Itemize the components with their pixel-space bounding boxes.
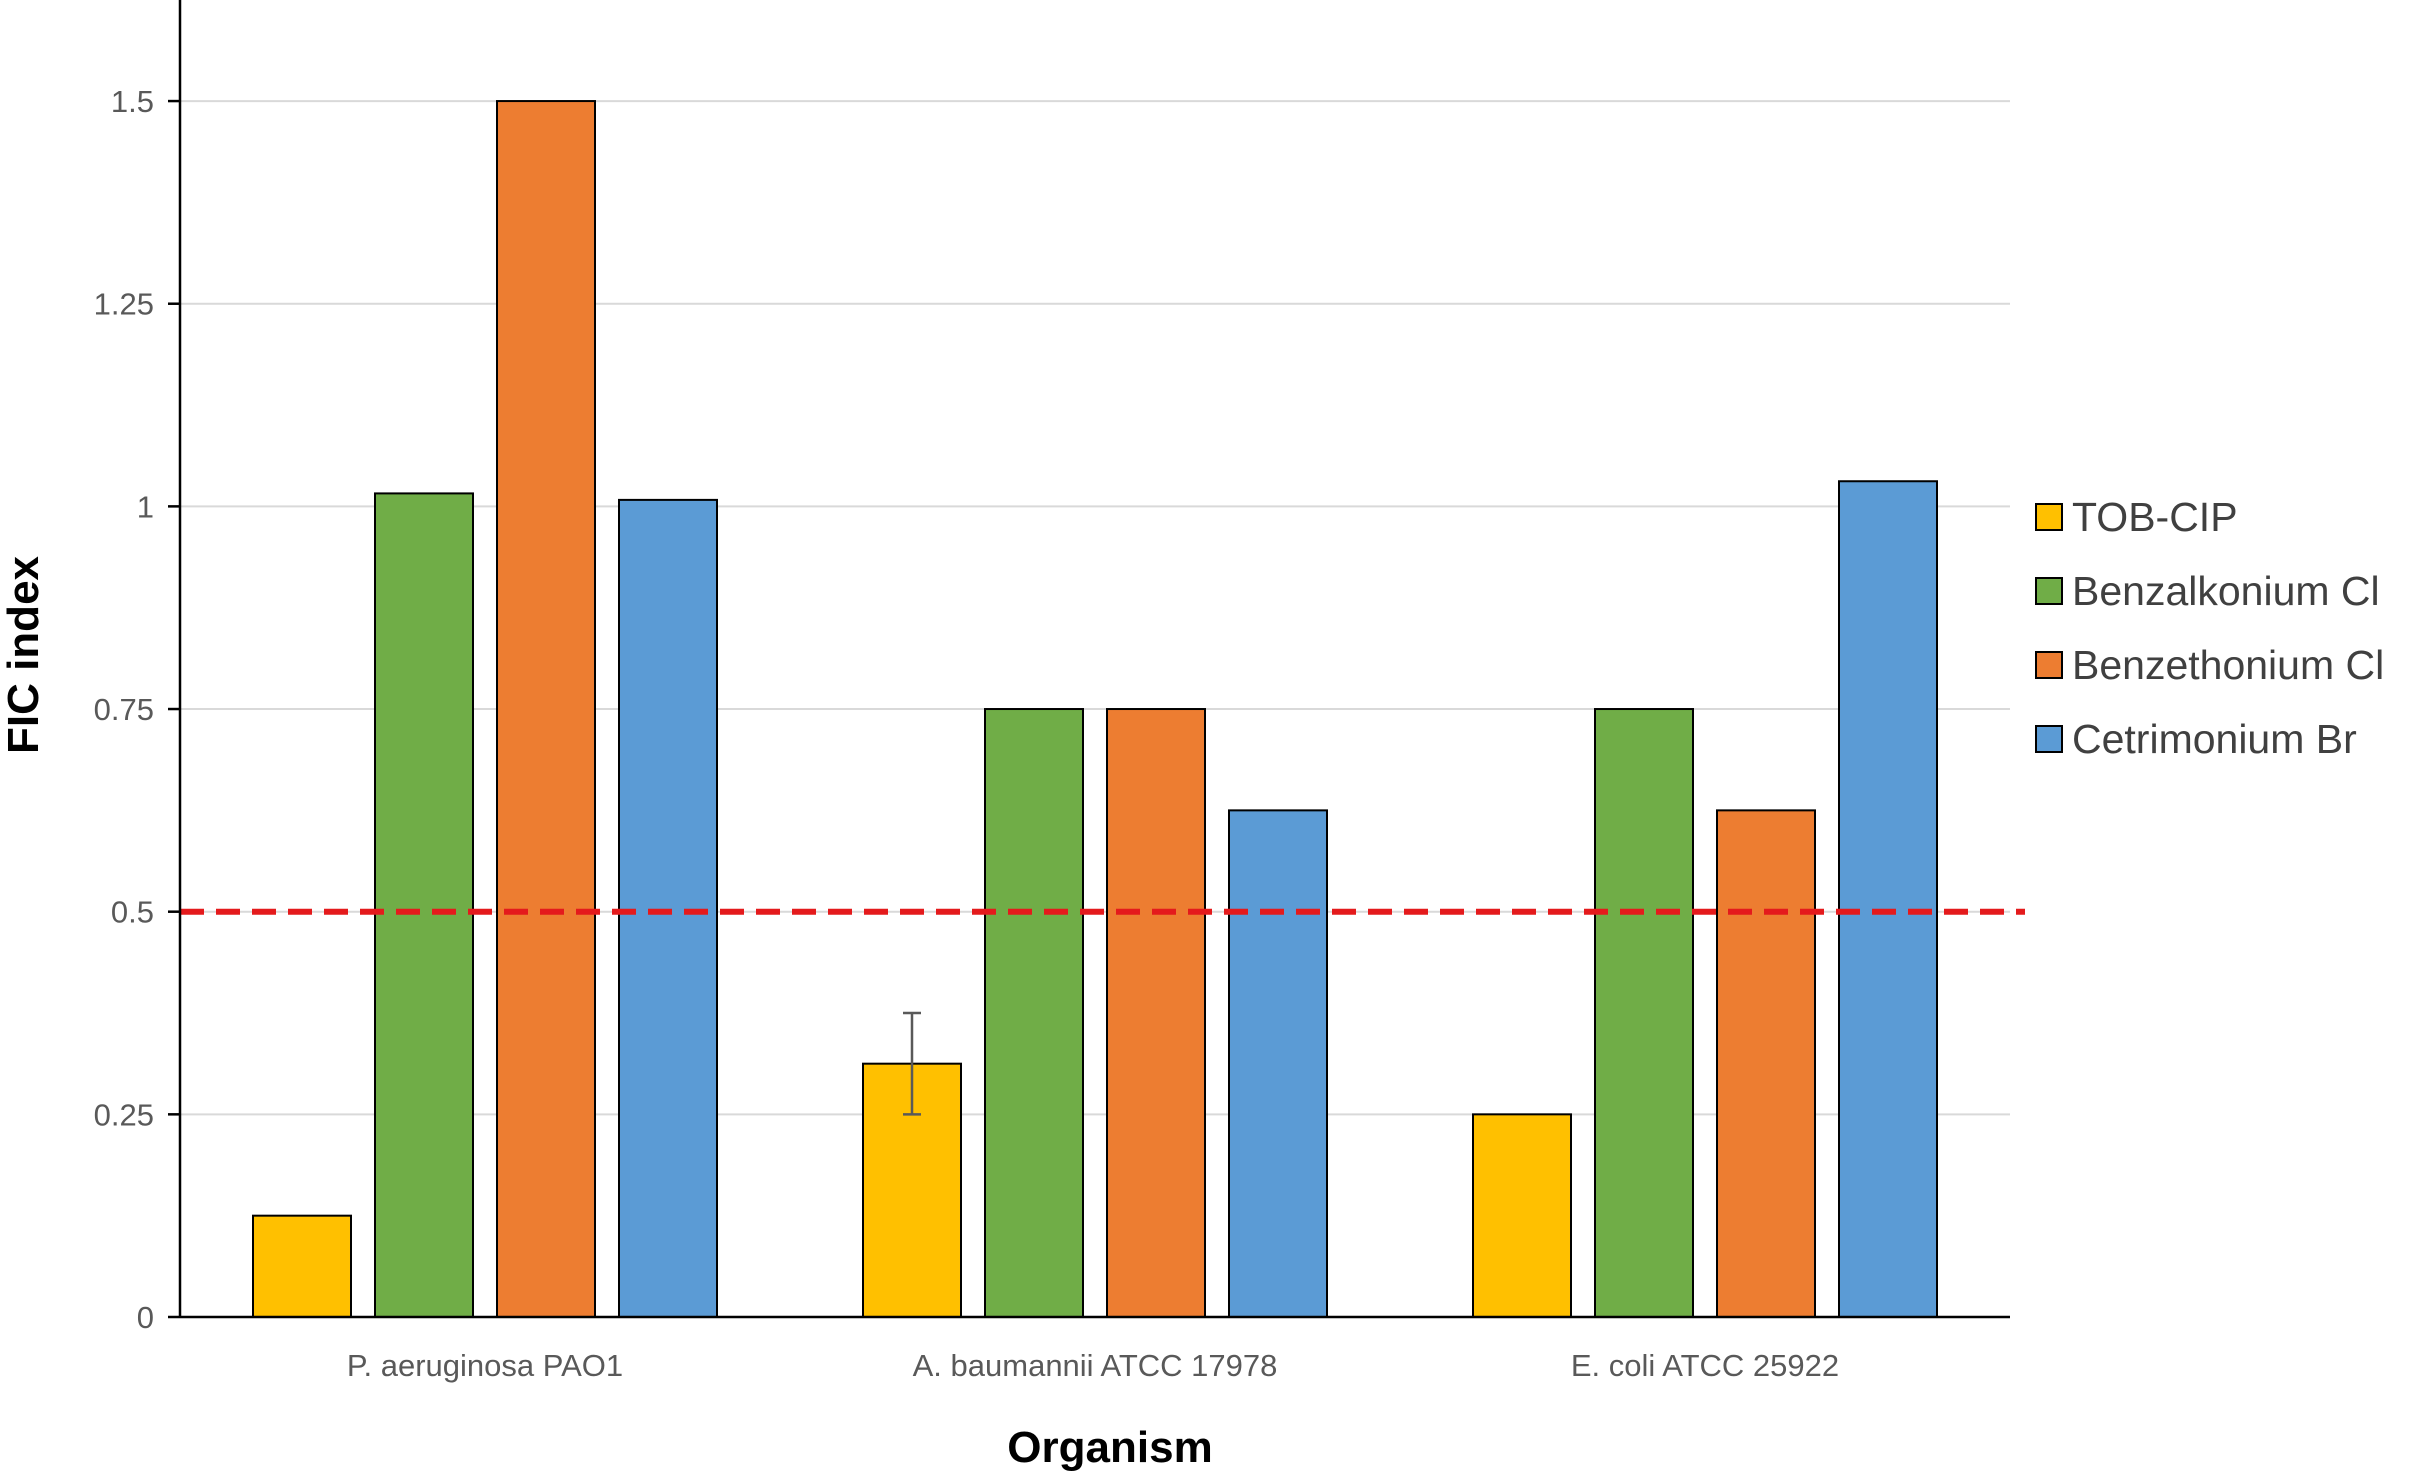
bar bbox=[252, 1214, 352, 1318]
legend-label: Benzethonium Cl bbox=[2072, 642, 2384, 688]
bar bbox=[1472, 1113, 1572, 1318]
x-tick-label: E. coli ATCC 25922 bbox=[1571, 1348, 1839, 1383]
y-axis-title: FIC index bbox=[0, 555, 48, 754]
y-tick-label: 0.5 bbox=[111, 895, 154, 930]
x-tick-labels: P. aeruginosa PAO1 A. baumannii ATCC 1797… bbox=[347, 1348, 1839, 1383]
x-tick-label: P. aeruginosa PAO1 bbox=[347, 1348, 623, 1383]
legend-swatch bbox=[2035, 725, 2063, 753]
legend-label: TOB-CIP bbox=[2072, 494, 2238, 540]
y-tick-label: 1.5 bbox=[111, 84, 154, 119]
bar bbox=[984, 708, 1084, 1318]
legend-swatch bbox=[2035, 651, 2063, 679]
y-tick-label: 0.25 bbox=[94, 1097, 154, 1132]
axes bbox=[168, 0, 2010, 1319]
y-tick-label: 1 bbox=[137, 489, 154, 524]
bar bbox=[496, 100, 596, 1318]
bar bbox=[618, 498, 718, 1318]
bar bbox=[1838, 480, 1938, 1319]
x-tick-label: A. baumannii ATCC 17978 bbox=[913, 1348, 1278, 1383]
error-bars bbox=[903, 1011, 921, 1116]
y-tick-label: 1.25 bbox=[94, 287, 154, 322]
bars bbox=[252, 100, 1938, 1319]
legend-label: Cetrimonium Br bbox=[2072, 716, 2357, 762]
x-axis-title: Organism bbox=[1007, 1423, 1212, 1472]
bar bbox=[1716, 809, 1816, 1318]
bar bbox=[1228, 809, 1328, 1318]
bar bbox=[374, 492, 474, 1318]
bar bbox=[1106, 708, 1206, 1318]
legend-swatch bbox=[2035, 503, 2063, 531]
legend-label: Benzalkonium Cl bbox=[2072, 568, 2380, 614]
bar bbox=[1594, 708, 1694, 1318]
y-tick-labels: 0 0.25 0.5 0.75 1 1.25 1.5 bbox=[94, 84, 154, 1335]
legend: TOB-CIP Benzalkonium Cl Benzethonium Cl Cet… bbox=[2035, 494, 2384, 762]
y-tick-label: 0.75 bbox=[94, 692, 154, 727]
y-tick-label: 0 bbox=[137, 1300, 154, 1335]
legend-swatch bbox=[2035, 577, 2063, 605]
